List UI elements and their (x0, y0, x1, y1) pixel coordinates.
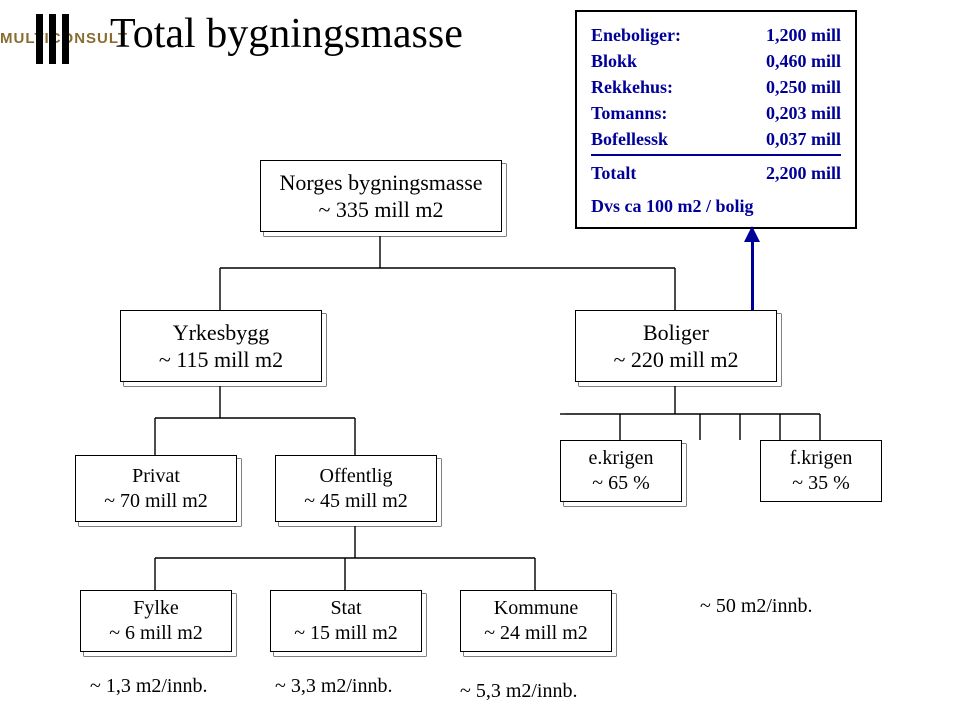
stats-label: Rekkehus: (591, 74, 673, 100)
node-value: ~ 15 mill m2 (294, 621, 398, 646)
footnote-kommune: ~ 5,3 m2/innb. (460, 680, 578, 703)
stats-row: Rekkehus: 0,250 mill (591, 74, 841, 100)
node-label: Offentlig (320, 464, 393, 489)
stats-value: 0,250 mill (766, 74, 841, 100)
node-fylke: Fylke~ 6 mill m2 (80, 590, 232, 652)
node-label: Boliger (643, 319, 709, 347)
node-label: f.krigen (790, 446, 853, 471)
stats-label: Tomanns: (591, 100, 667, 126)
node-label: Norges bygningsmasse (279, 169, 482, 197)
stats-value: 0,203 mill (766, 100, 841, 126)
node-value: ~ 220 mill m2 (614, 346, 739, 374)
stats-label: Blokk (591, 48, 637, 74)
node-yrkesbygg: Yrkesbygg~ 115 mill m2 (120, 310, 322, 382)
node-value: ~ 65 % (592, 471, 649, 496)
node-label: e.krigen (589, 446, 654, 471)
footnote-stat: ~ 3,3 m2/innb. (275, 675, 393, 698)
stats-box: Eneboliger:1,200 millBlokk0,460 millRekk… (575, 10, 857, 229)
node-label: Fylke (133, 596, 179, 621)
stats-row: Tomanns: 0,203 mill (591, 100, 841, 126)
node-value: ~ 335 mill m2 (319, 196, 444, 224)
node-value: ~ 6 mill m2 (109, 621, 203, 646)
stats-total-value: 2,200 mill (766, 160, 841, 186)
page-title: Total bygningsmasse (110, 10, 463, 58)
node-ekrigen: e.krigen~ 65 % (560, 440, 682, 502)
stats-row: Blokk 0,460 mill (591, 48, 841, 74)
stats-label: Bofellessk (591, 126, 668, 152)
stats-value: 1,200 mill (766, 22, 841, 48)
stats-value: 0,037 mill (766, 126, 841, 152)
arrow-line (751, 240, 754, 310)
node-label: Privat (132, 464, 180, 489)
stats-separator (591, 154, 841, 156)
stats-label: Eneboliger: (591, 22, 681, 48)
node-value: ~ 35 % (792, 471, 849, 496)
node-privat: Privat~ 70 mill m2 (75, 455, 237, 522)
footnote-fylke: ~ 1,3 m2/innb. (90, 675, 208, 698)
arrow-up-icon (744, 226, 760, 242)
stats-total-label: Totalt (591, 160, 636, 186)
node-root: Norges bygningsmasse~ 335 mill m2 (260, 160, 502, 232)
node-offentlig: Offentlig~ 45 mill m2 (275, 455, 437, 522)
node-label: Stat (330, 596, 361, 621)
node-kommune: Kommune~ 24 mill m2 (460, 590, 612, 652)
node-label: Yrkesbygg (173, 319, 270, 347)
stats-total-row: Totalt 2,200 mill (591, 160, 841, 186)
footnote-boliger: ~ 50 m2/innb. (700, 595, 813, 618)
node-value: ~ 115 mill m2 (159, 346, 283, 374)
node-boliger: Boliger~ 220 mill m2 (575, 310, 777, 382)
node-value: ~ 70 mill m2 (104, 489, 208, 514)
node-fkrigen: f.krigen~ 35 % (760, 440, 882, 502)
stats-row: Bofellessk 0,037 mill (591, 126, 841, 152)
stats-value: 0,460 mill (766, 48, 841, 74)
node-stat: Stat~ 15 mill m2 (270, 590, 422, 652)
node-value: ~ 24 mill m2 (484, 621, 588, 646)
stats-row: Eneboliger: 1,200 mill (591, 22, 841, 48)
node-label: Kommune (494, 596, 578, 621)
stats-subtext: Dvs ca 100 m2 / bolig (591, 193, 841, 219)
logo-bars-icon (36, 14, 69, 64)
node-value: ~ 45 mill m2 (304, 489, 408, 514)
